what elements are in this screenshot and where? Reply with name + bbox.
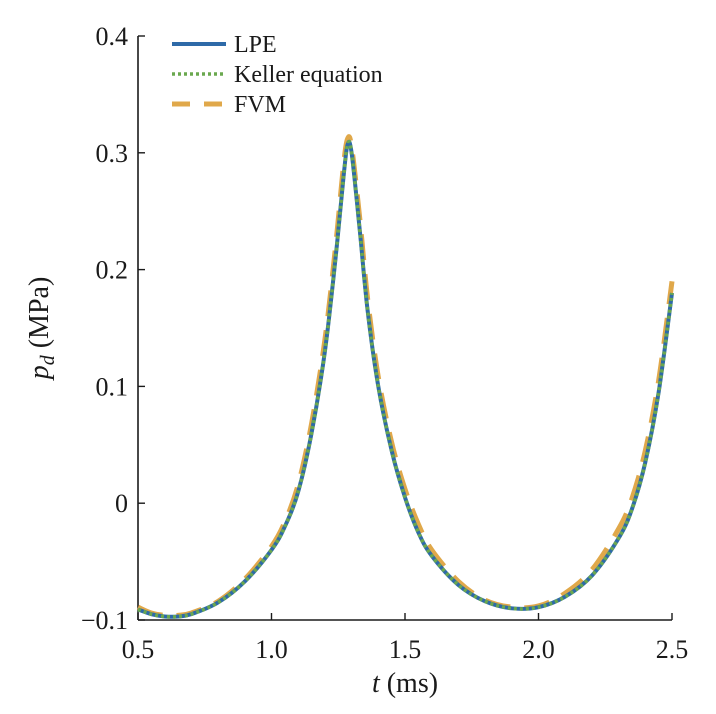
y-tick-label: 0 [115,489,128,518]
y-axis-variable: p [24,365,55,381]
y-tick-label: 0.4 [96,22,129,51]
x-tick-label: 1.5 [389,635,422,664]
x-axis-variable: t [372,668,381,699]
chart-series [136,134,675,619]
series-line-keller-equation [137,140,674,619]
series-line-fvm [136,134,675,619]
x-tick-label: 2.0 [522,635,555,664]
legend-label: LPE [234,32,277,58]
y-tick-label: 0.2 [96,256,129,285]
chart-axes: 0.5 1.0 1.5 2.0 2.5 −0.1 0 0.1 0.2 0.3 0.4 [81,22,688,664]
y-axis-unit: (MPa) [24,277,55,356]
x-tick-label: 2.5 [656,635,689,664]
x-tick-label: 0.5 [122,635,155,664]
y-tick-label: 0.3 [96,139,129,168]
chart-legend: LPE Keller equation FVM [172,32,383,118]
x-tick-label: 1.0 [255,635,288,664]
y-tick-label: −0.1 [81,606,128,635]
x-axis-unit: (ms) [380,668,438,699]
y-tick-label: 0.1 [96,372,129,401]
x-axis-label: t (ms) [372,668,438,699]
series-line-lpe [137,139,674,619]
legend-label: Keller equation [234,62,383,88]
y-axis-subscript: d [37,354,59,365]
legend-label: FVM [234,92,286,118]
y-axis-label: pd (MPa) [24,277,59,382]
